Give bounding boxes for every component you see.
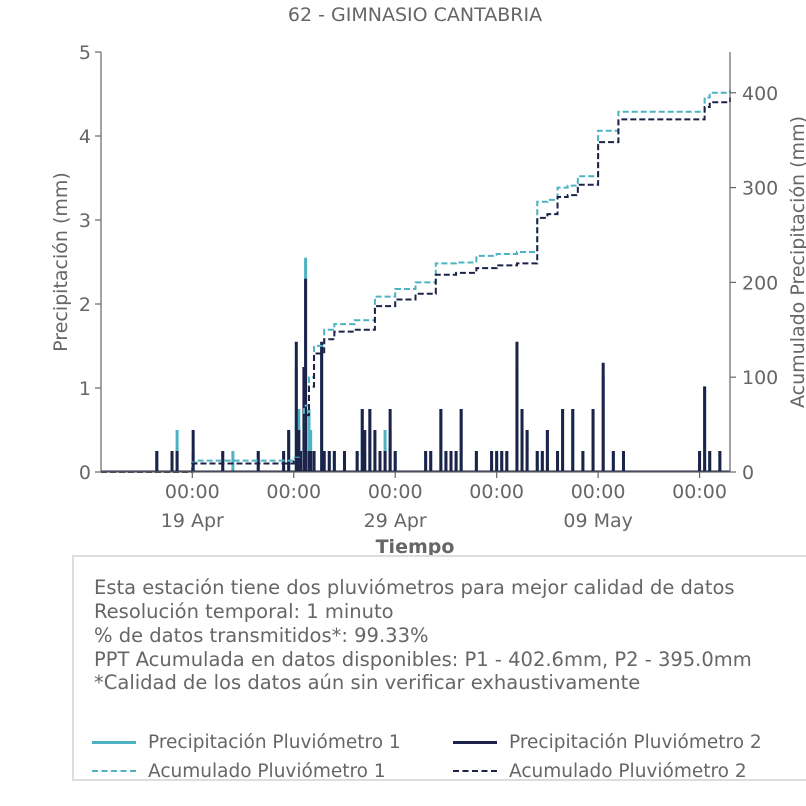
x-tick-date: 19 Apr <box>161 510 224 532</box>
y-tick-label: 1 <box>79 378 91 400</box>
y-tick-label: 4 <box>79 126 91 148</box>
legend-item-p1: Precipitación Pluviómetro 1 <box>92 730 401 754</box>
series-3 <box>101 90 731 473</box>
x-tick-date: 29 Apr <box>364 510 427 532</box>
info-transmitted: % de datos transmitidos*: 99.33% <box>94 624 429 647</box>
rainfall-chart: 62 - GIMNASIO CANTABRIA 0 1 2 3 4 5 0 100 200 30… <box>50 4 806 558</box>
legend-swatch-a1 <box>92 770 136 772</box>
y2-tick-label: 200 <box>742 272 778 294</box>
y2-axis-label: Acumulado Precipitación (mm) <box>787 116 806 408</box>
x-tick-time: 00:00 <box>469 481 524 503</box>
info-accumulated: PPT Acumulada en datos disponibles: P1 -… <box>94 648 752 671</box>
legend-item-a1: Acumulado Pluviómetro 1 <box>92 759 386 783</box>
info-box: Esta estación tiene dos pluviómetros par… <box>72 555 806 783</box>
y-tick-label: 0 <box>79 462 91 484</box>
info-quality-note: *Calidad de los datos aún sin verificar … <box>94 671 641 694</box>
y2-tick-label: 0 <box>742 462 754 484</box>
legend-swatch-p2 <box>453 740 497 744</box>
y-tick-label: 2 <box>79 294 91 316</box>
x-axis-label: Tiempo <box>376 536 455 558</box>
y2-tick-label: 300 <box>742 178 778 200</box>
x-tick-date: 09 May <box>563 510 633 532</box>
legend-label-p2: Precipitación Pluviómetro 2 <box>509 731 762 753</box>
legend-label-p1: Precipitación Pluviómetro 1 <box>148 731 401 753</box>
y2-tick-label: 400 <box>742 83 778 105</box>
chart-title: 62 - GIMNASIO CANTABRIA <box>288 4 542 26</box>
x-tick-time: 00:00 <box>266 481 321 503</box>
y-axis-left-ticks: 0 1 2 3 4 5 <box>79 42 101 484</box>
legend-swatch-p1 <box>92 740 136 744</box>
y-axis-label: Precipitación (mm) <box>50 172 72 352</box>
x-axis-ticks: 00:00 19 Apr 00:00 00:00 29 Apr 00:00 00:00 09 … <box>161 472 727 532</box>
series-2 <box>101 278 730 473</box>
series-4 <box>101 97 731 473</box>
x-tick-time: 00:00 <box>165 481 220 503</box>
legend-swatch-a2 <box>453 770 497 772</box>
y-tick-label: 3 <box>79 210 91 232</box>
info-stations-note: Esta estación tiene dos pluviómetros par… <box>94 576 735 599</box>
series-layer <box>101 90 731 473</box>
x-tick-time: 00:00 <box>571 481 626 503</box>
x-tick-time: 00:00 <box>368 481 423 503</box>
info-resolution: Resolución temporal: 1 minuto <box>94 600 394 623</box>
legend-item-a2: Acumulado Pluviómetro 2 <box>453 759 747 783</box>
y-axis-right-ticks: 0 100 200 300 400 <box>730 83 778 484</box>
cumulative-line <box>101 97 731 473</box>
legend-label-a1: Acumulado Pluviómetro 1 <box>148 760 386 782</box>
legend-label-a2: Acumulado Pluviómetro 2 <box>509 760 747 782</box>
x-tick-time: 00:00 <box>672 481 727 503</box>
y2-tick-label: 100 <box>742 367 778 389</box>
y-tick-label: 5 <box>79 42 91 64</box>
legend-item-p2: Precipitación Pluviómetro 2 <box>453 730 762 754</box>
cumulative-line <box>101 90 731 473</box>
